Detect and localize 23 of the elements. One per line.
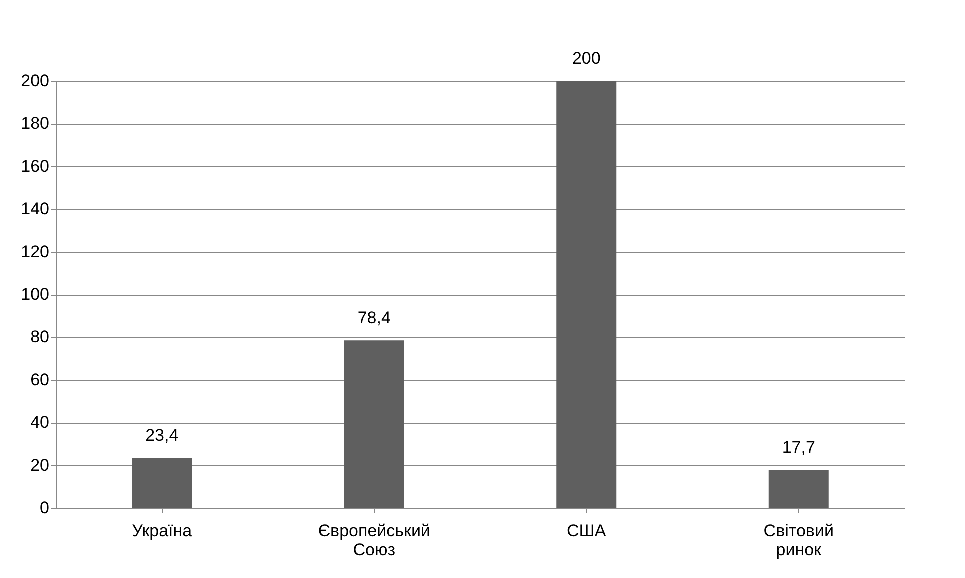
x-tick-label: США bbox=[567, 522, 607, 540]
y-tick-label: 120 bbox=[21, 242, 50, 262]
data-label: 78,4 bbox=[358, 308, 391, 328]
y-tick-label: 160 bbox=[21, 156, 50, 176]
data-label: 17,7 bbox=[782, 438, 816, 458]
bar bbox=[132, 458, 192, 508]
x-tick-label: Світовий ринок bbox=[764, 522, 834, 560]
y-tick-label: 200 bbox=[21, 72, 50, 90]
data-label: 23,4 bbox=[146, 426, 179, 446]
y-tick-label: 20 bbox=[30, 456, 50, 475]
bar bbox=[344, 340, 404, 508]
bar bbox=[556, 81, 617, 508]
y-tick-label: 40 bbox=[30, 413, 50, 432]
y-tick-label: 80 bbox=[30, 328, 50, 347]
x-tick-label: Європейський Союз bbox=[318, 522, 430, 560]
y-tick-label: 100 bbox=[21, 285, 50, 304]
y-tick-label: 140 bbox=[21, 200, 50, 219]
bar bbox=[768, 470, 829, 508]
y-tick-label: 180 bbox=[21, 114, 50, 134]
y-tick-label: 60 bbox=[30, 370, 50, 390]
y-tick-label: 0 bbox=[40, 498, 50, 518]
data-label: 200 bbox=[572, 49, 601, 68]
x-tick-label: Україна bbox=[132, 522, 193, 540]
